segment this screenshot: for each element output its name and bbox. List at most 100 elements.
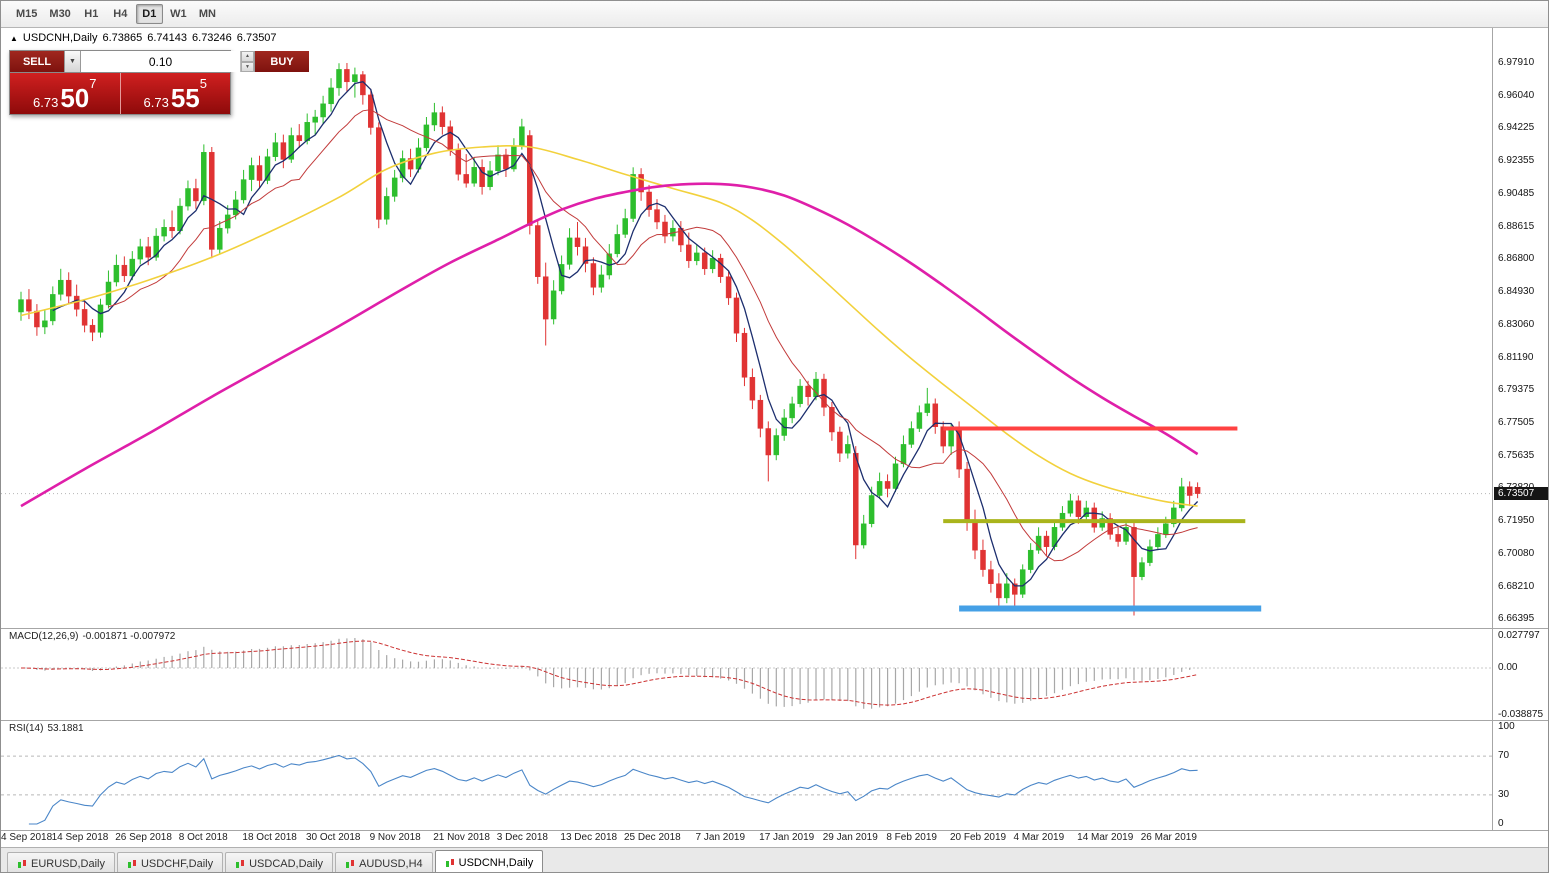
price-scale-separator (1492, 28, 1493, 830)
chart-tab-label: USDCNH,Daily (458, 856, 534, 869)
chart-tab-usdcnh[interactable]: USDCNH,Daily (434, 850, 544, 872)
macd-indicator-label: MACD(12,26,9) -0.001871 -0.007972 (9, 631, 179, 642)
price-scale-label: 6.94225 (1498, 122, 1535, 134)
collapse-panel-icon[interactable]: ▲ (10, 34, 18, 43)
bar-low: 6.73246 (192, 32, 232, 44)
price-scale-label: 6.81190 (1498, 352, 1534, 364)
macd-values: -0.001871 -0.007972 (82, 631, 176, 642)
chart-symbol-timeframe: USDCNH,Daily (22, 32, 98, 44)
chart-tab-label: EURUSD,Daily (31, 857, 105, 870)
one-click-trading-panel: SELL ▼ ▲ ▼ BUY 6.73 50 7 6.7 (9, 50, 309, 115)
time-scale-label: 17 Jan 2019 (759, 832, 815, 843)
macd-panel-separator[interactable] (1, 628, 1548, 629)
timeframe-mn-button[interactable]: MN (194, 4, 221, 24)
timeframe-h4-button[interactable]: H4 (107, 4, 134, 24)
chart-tab-audusd[interactable]: AUDUSD,H4 (335, 852, 433, 872)
macd-scale-label: -0.038875 (1498, 709, 1544, 720)
trade-options-dropdown[interactable]: ▼ (65, 51, 81, 72)
price-scale-label: 6.88615 (1498, 221, 1535, 233)
time-scale-label: 20 Feb 2019 (949, 832, 1007, 843)
rsi-scale-label: 0 (1498, 818, 1504, 829)
price-scale-label: 6.66395 (1498, 613, 1535, 625)
sell-button[interactable]: SELL (10, 51, 65, 72)
chart-plot-area[interactable]: ▲ USDCNH,Daily 6.73865 6.74143 6.73246 6.7350… (1, 28, 1548, 847)
bar-open: 6.73865 (102, 32, 143, 44)
chevron-down-icon: ▼ (69, 58, 76, 65)
volume-stepper: ▲ ▼ (240, 51, 254, 72)
price-scale-label: 6.86800 (1498, 253, 1535, 265)
sell-price-display[interactable]: 6.73 50 7 (10, 73, 121, 114)
price-scale-label: 6.84930 (1498, 286, 1535, 298)
candlestick-chart-icon (18, 859, 26, 868)
rsi-panel-separator[interactable] (1, 720, 1548, 721)
time-scale-label: 26 Sep 2018 (115, 832, 172, 843)
chart-tab-usdcad[interactable]: USDCAD,Daily (225, 852, 334, 872)
timeframe-d1-button[interactable]: D1 (135, 4, 163, 24)
volume-decrease-button[interactable]: ▼ (241, 61, 254, 72)
timeframe-h1-button[interactable]: H1 (78, 4, 105, 24)
time-scale-label: 9 Nov 2018 (369, 832, 421, 843)
volume-increase-button[interactable]: ▲ (241, 51, 254, 62)
time-scale-label: 18 Oct 2018 (242, 832, 297, 843)
rsi-value: 53.1881 (47, 723, 84, 734)
candlestick-chart-icon (127, 859, 136, 868)
current-price-tag: 6.73507 (1494, 486, 1548, 500)
macd-name: MACD(12,26,9) (9, 631, 79, 642)
buy-price-pips: 55 (170, 83, 200, 113)
time-scale-label: 8 Feb 2019 (886, 832, 937, 843)
price-scale-label: 6.79375 (1498, 384, 1535, 396)
sell-price-main: 6.73 (33, 95, 59, 110)
candlestick-chart-icon (445, 858, 454, 867)
rsi-indicator-label: RSI(14) 53.1881 (9, 723, 88, 734)
bar-close: 6.73507 (236, 32, 277, 44)
time-axis-separator (1, 830, 1548, 831)
time-scale-label: 4 Mar 2019 (1013, 832, 1065, 843)
chart-tab-label: AUDUSD,H4 (359, 857, 423, 870)
price-scale-label: 6.75635 (1498, 450, 1535, 462)
chart-tab-label: USDCAD,Daily (249, 857, 324, 870)
timeframe-w1-button[interactable]: W1 (165, 4, 192, 24)
time-scale-label: 14 Sep 2018 (51, 832, 109, 843)
time-scale-label: 21 Nov 2018 (433, 832, 490, 843)
rsi-scale-label: 70 (1498, 750, 1510, 761)
price-scale[interactable]: 6.97910 6.96040 6.94225 6.92355 6.90485 6.886… (1493, 28, 1548, 847)
candlestick-chart-icon (236, 859, 245, 868)
buy-button[interactable]: BUY (254, 51, 309, 72)
price-scale-label: 6.68210 (1498, 581, 1535, 593)
time-scale-label: 13 Dec 2018 (560, 832, 618, 843)
time-scale-label: 4 Sep 2018 (1, 832, 53, 843)
time-scale-label: 8 Oct 2018 (178, 832, 228, 843)
timeframe-m30-button[interactable]: M30 (44, 4, 75, 24)
chart-tab-label: USDCHF,Daily (140, 857, 214, 870)
candlestick-chart-icon (346, 859, 355, 868)
timeframe-m15-button[interactable]: M15 (11, 4, 42, 24)
chart-ohlc-header: ▲ USDCNH,Daily 6.73865 6.74143 6.73246 6.7350… (10, 32, 282, 44)
rsi-scale-label: 100 (1498, 721, 1515, 732)
chart-canvas (1, 63, 1492, 825)
price-scale-label: 6.70080 (1498, 548, 1535, 560)
rsi-scale-label: 30 (1498, 789, 1510, 800)
price-scale-label: 6.96040 (1498, 89, 1535, 101)
price-scale-label: 6.97910 (1498, 57, 1535, 68)
price-scale-label: 6.77505 (1498, 417, 1535, 429)
chart-tab-usdchf[interactable]: USDCHF,Daily (116, 852, 224, 872)
time-scale-label: 29 Jan 2019 (822, 832, 878, 843)
sell-price-pips: 50 (60, 83, 90, 113)
buy-price-display[interactable]: 6.73 55 5 (120, 73, 230, 114)
time-scale-label: 14 Mar 2019 (1077, 832, 1134, 843)
price-scale-label: 6.71950 (1498, 515, 1535, 527)
chart-tab-eurusd[interactable]: EURUSD,Daily (7, 852, 115, 872)
time-scale[interactable]: 4 Sep 2018 14 Sep 2018 26 Sep 2018 8 Oct 20… (1, 830, 1492, 847)
timeframe-toolbar: M15 M30 H1 H4 D1 W1 MN (1, 1, 1548, 28)
macd-scale-label: 0.00 (1498, 662, 1518, 673)
price-scale-label: 6.83060 (1498, 319, 1535, 331)
chart-tab-bar: EURUSD,Daily USDCHF,Daily USDCAD,Daily AUDU… (1, 847, 1548, 872)
rsi-name: RSI(14) (9, 723, 44, 734)
trade-panel-price-row: 6.73 50 7 6.73 55 5 (10, 72, 230, 114)
time-scale-label: 25 Dec 2018 (624, 832, 681, 843)
trade-panel-top-row: SELL ▼ ▲ ▼ BUY (10, 51, 309, 72)
price-scale-label: 6.92355 (1498, 155, 1535, 167)
volume-input[interactable] (81, 51, 240, 72)
time-scale-label: 26 Mar 2019 (1140, 832, 1197, 843)
